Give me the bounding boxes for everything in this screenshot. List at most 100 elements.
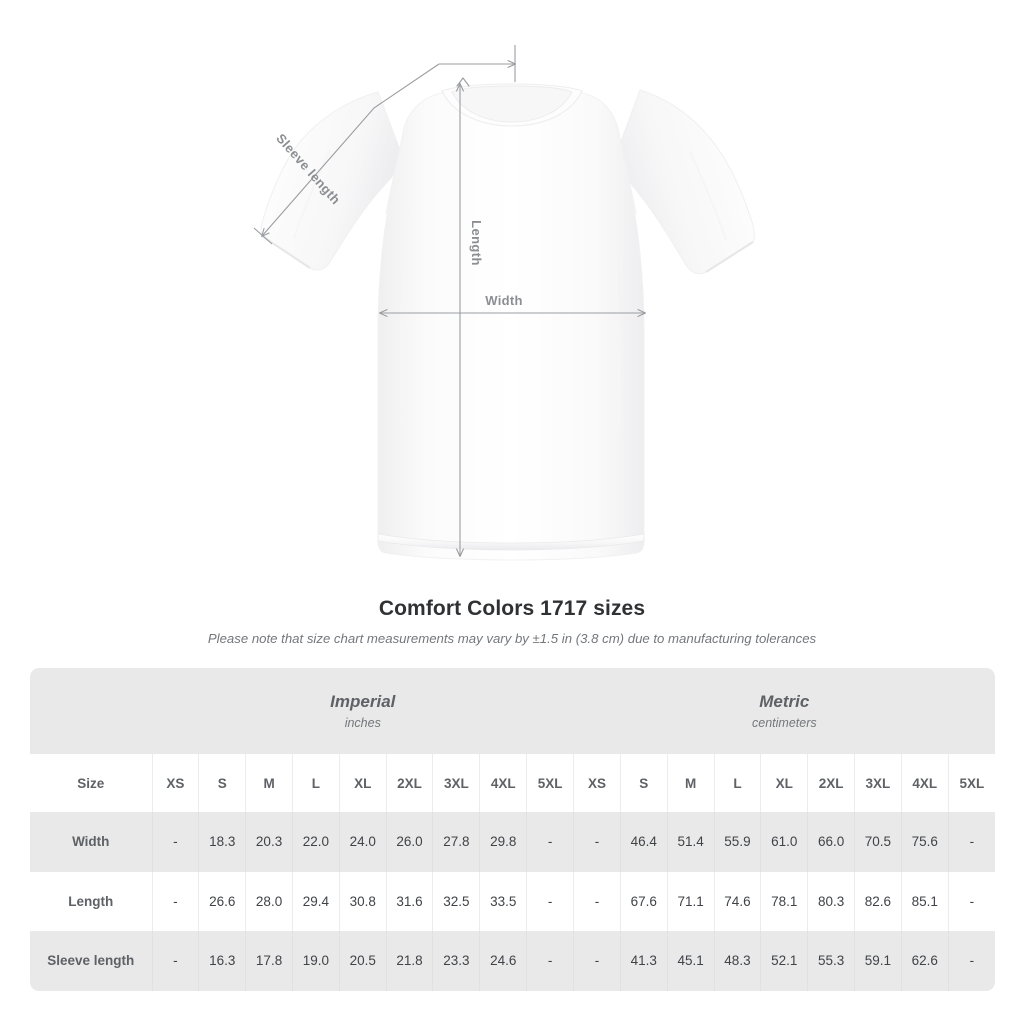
- measurement-value: 31.6: [385, 871, 433, 931]
- tshirt-graphic: [260, 83, 755, 561]
- size-chart-container: Imperial inches Metric centimeters Size XS S M L…: [30, 668, 996, 991]
- measurement-value: -: [151, 812, 199, 872]
- measurement-value: 46.4: [619, 812, 668, 872]
- measurement-value: 28.0: [245, 871, 293, 931]
- size-header-2xl: 2XL: [385, 754, 433, 812]
- size-header-l: L: [291, 754, 340, 812]
- measurement-value: 26.6: [198, 871, 246, 931]
- sleeve-length-end-tick: [253, 227, 273, 245]
- size-header-4xl: 4XL: [900, 754, 949, 812]
- shirt-body: [377, 84, 645, 561]
- left-sleeve: [260, 91, 405, 271]
- measurement-value: 20.3: [245, 812, 293, 872]
- right-shoulder-seam: [617, 129, 637, 215]
- fabric-fold-1: [400, 169, 414, 431]
- unit-name: Metric: [759, 691, 810, 711]
- measurement-value: 75.6: [900, 812, 949, 872]
- measurement-label: Width: [30, 812, 152, 872]
- width-label: Width: [485, 293, 522, 308]
- measurement-value: 18.3: [198, 812, 246, 872]
- table-row: Sleeve length -16.3 17.8 19.0 20.5 21.8 23.3 24…: [30, 931, 996, 991]
- measurement-label: Length: [30, 871, 152, 931]
- left-sleeve-hem: [261, 235, 311, 269]
- size-header-3xl: 3XL: [432, 754, 480, 812]
- unit-subtitle: inches: [344, 715, 381, 730]
- measurement-value: -: [526, 931, 574, 991]
- measurement-value: 27.8: [432, 812, 480, 872]
- sleeve-length-shoulder-tick: [456, 77, 470, 87]
- measurement-value: -: [947, 931, 996, 991]
- unit-name: Imperial: [330, 691, 396, 711]
- measurement-value: 22.0: [291, 812, 340, 872]
- measurement-value: 30.8: [338, 871, 387, 931]
- measurement-value: 26.0: [385, 812, 433, 872]
- measurement-value: -: [947, 812, 996, 872]
- right-sleeve-hem: [705, 241, 754, 273]
- measurement-value: 71.1: [666, 871, 715, 931]
- measurement-value: 24.0: [338, 812, 387, 872]
- unit-subtitle: centimeters: [752, 715, 817, 730]
- fabric-fold-3: [293, 149, 331, 239]
- title-block: Comfort Colors 1717 sizes Please note th…: [0, 596, 1024, 648]
- tshirt-svg: Sleeve length Length Width: [253, 45, 755, 561]
- size-header-3xl: 3XL: [854, 754, 902, 812]
- measurement-value: 41.3: [619, 931, 668, 991]
- measurement-value: 70.5: [854, 812, 902, 872]
- unit-header-metric: Metric centimeters: [573, 668, 996, 754]
- measurement-value: 33.5: [479, 871, 527, 931]
- size-header-m: M: [245, 754, 293, 812]
- size-chart-table: Imperial inches Metric centimeters Size XS S M L…: [30, 668, 996, 991]
- unit-header-row: Imperial inches Metric centimeters: [30, 668, 996, 754]
- measurement-value: 19.0: [291, 931, 340, 991]
- size-header-s: S: [619, 754, 668, 812]
- length-label: Length: [469, 220, 484, 266]
- measurement-value: 61.0: [760, 812, 808, 872]
- table-row: Width -18.3 20.3 22.0 24.0 26.0 27.8 29.8- -46.4…: [30, 812, 996, 872]
- bottom-hem: [377, 533, 645, 551]
- unit-header-spacer: [30, 668, 152, 754]
- size-header-s: S: [198, 754, 246, 812]
- size-header-row: Size XS S M L XL 2XL 3XL 4XL 5XL XS S M L XL 2XL 3XL 4XL 5…: [30, 754, 996, 812]
- measurement-value: 55.3: [807, 931, 855, 991]
- measurement-value: -: [573, 871, 621, 931]
- measurement-value: -: [573, 931, 621, 991]
- measurement-value: 48.3: [713, 931, 761, 991]
- measurement-value: 29.4: [291, 871, 340, 931]
- page-title: Comfort Colors 1717 sizes: [378, 597, 646, 620]
- measurement-value: -: [526, 871, 574, 931]
- size-header-5xl: 5XL: [526, 754, 574, 812]
- fabric-fold-4: [689, 151, 727, 241]
- size-header-l: L: [713, 754, 761, 812]
- measurement-value: 17.8: [245, 931, 293, 991]
- size-header-m: M: [666, 754, 715, 812]
- size-header-xl: XL: [760, 754, 808, 812]
- size-header-xs: XS: [573, 754, 621, 812]
- size-header-xs: XS: [151, 754, 199, 812]
- measurement-value: 45.1: [666, 931, 715, 991]
- measurement-value: -: [151, 871, 199, 931]
- left-shoulder-seam: [385, 129, 405, 215]
- sleeve-length-arrow: [262, 63, 440, 236]
- size-header-4xl: 4XL: [479, 754, 527, 812]
- measurement-value: 62.6: [900, 931, 949, 991]
- measurement-value: -: [151, 931, 199, 991]
- measurement-value: -: [573, 812, 621, 872]
- measurement-value: 16.3: [198, 931, 246, 991]
- size-header-2xl: 2XL: [807, 754, 855, 812]
- measurement-value: 66.0: [807, 812, 855, 872]
- fabric-fold-2: [606, 174, 620, 436]
- measurement-value: 51.4: [666, 812, 715, 872]
- measurement-value: 23.3: [432, 931, 480, 991]
- measurement-value: 59.1: [854, 931, 902, 991]
- tshirt-illustration: Sleeve length Length Width: [253, 45, 755, 561]
- measurement-value: 21.8: [385, 931, 433, 991]
- measurement-value: 80.3: [807, 871, 855, 931]
- measurement-value: 24.6: [479, 931, 527, 991]
- measurement-value: 74.6: [713, 871, 761, 931]
- measurement-value: 32.5: [432, 871, 480, 931]
- measurement-value: 78.1: [760, 871, 808, 931]
- measurement-value: 20.5: [338, 931, 387, 991]
- unit-header-imperial: Imperial inches: [152, 668, 574, 754]
- measurement-value: -: [947, 871, 996, 931]
- table-row: Length -26.6 28.0 29.4 30.8 31.6 32.5 33.5- -67.…: [30, 871, 996, 931]
